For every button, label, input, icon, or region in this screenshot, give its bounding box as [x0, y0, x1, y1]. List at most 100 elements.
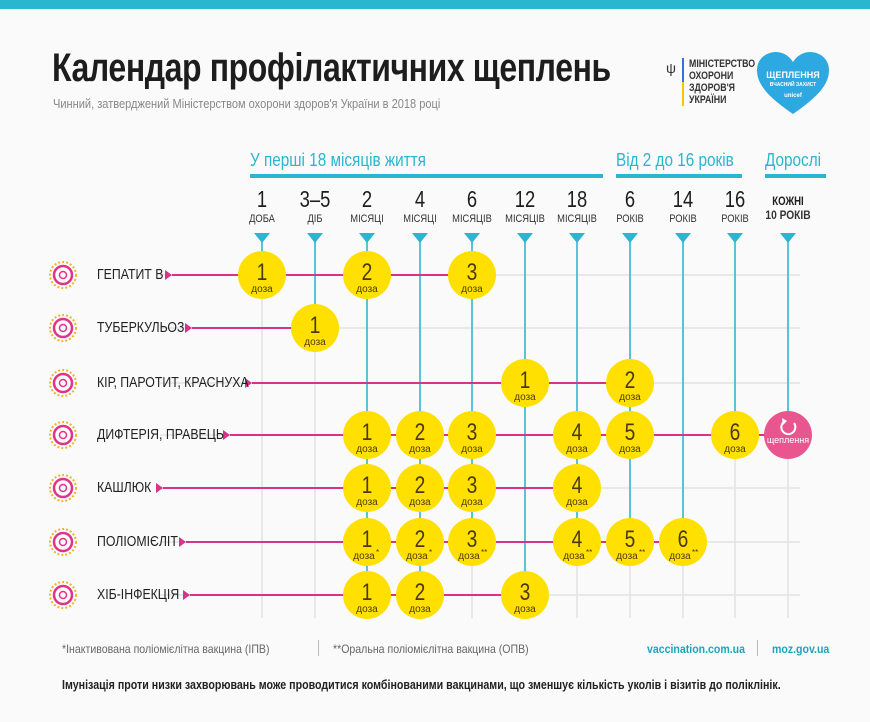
dose-word: доза [356, 604, 378, 615]
column-unit: МІСЯЦІ [350, 213, 384, 225]
column-header: 4 МІСЯЦІ [392, 186, 448, 225]
dose-footnote-mark: * [376, 548, 379, 557]
dose-circle [343, 518, 391, 566]
column-pointer-icon [780, 233, 796, 243]
dose-circle [343, 251, 391, 299]
dose-circle [553, 518, 601, 566]
ministry-logo-line: ОХОРОНИ [688, 70, 734, 82]
column-pointer-icon [359, 233, 375, 243]
page-title: Календар профілактичних щеплень [52, 46, 611, 90]
dose-word: доза [514, 392, 536, 403]
row-arrow-icon [156, 483, 163, 493]
dose-number: 5 [625, 418, 636, 446]
column-pointer-icon [412, 233, 428, 243]
footnote-ipv: *Інактивована поліомієлітна вакцина (ІПВ… [62, 642, 270, 656]
dose-number: 2 [415, 578, 426, 606]
dose-circle [606, 411, 654, 459]
dose-word: доза [563, 551, 585, 562]
column-age: 1 [256, 186, 268, 212]
dose-number: 2 [362, 258, 373, 286]
column-unit: МІСЯЦІВ [557, 213, 597, 225]
footnote-opv: **Оральна поліомієлітна вакцина (ОПВ) [333, 642, 529, 656]
ministry-logo: ψ МІНІСТЕРСТВО ОХОРОНИ ЗДОРОВ'Я УКРАЇНИ [666, 58, 772, 106]
column-header: 12 МІСЯЦІВ [497, 186, 553, 225]
dose-circle [448, 464, 496, 512]
dose-circle [659, 518, 707, 566]
dose-word: доза [304, 337, 326, 348]
dose-number: 1 [362, 418, 373, 446]
disease-label: ПОЛІОМІЄЛІТ [97, 533, 178, 550]
column-unit: РОКІВ [616, 213, 644, 225]
column-age: 6 [466, 186, 478, 212]
divider [318, 640, 319, 656]
heart-logo-icon [757, 52, 829, 114]
dose-word: доза [356, 284, 378, 295]
booster-label: щеплення [767, 435, 809, 445]
refresh-icon-arrow [782, 418, 787, 425]
dose-word: доза [619, 444, 641, 455]
column-pointer-icon [254, 233, 270, 243]
disease-label: ГЕПАТИТ В [97, 266, 164, 283]
dose-circle [606, 518, 654, 566]
dose-word: доза [461, 497, 483, 508]
dose-circle [396, 464, 444, 512]
dose-word: доза [356, 444, 378, 455]
dose-circle [238, 251, 286, 299]
group-first-18-months: У перші 18 місяців життя [250, 150, 426, 170]
dose-circle [448, 251, 496, 299]
dose-circle [291, 304, 339, 352]
column-age: КОЖНІ [772, 194, 804, 208]
column-unit: РОКІВ [669, 213, 697, 225]
column-pointer-icon [517, 233, 533, 243]
dose-number: 3 [467, 471, 478, 499]
dose-number: 1 [310, 311, 321, 339]
column-pointer-icon [622, 233, 638, 243]
dose-number: 3 [467, 258, 478, 286]
dose-word: доза [566, 497, 588, 508]
dose-number: 2 [625, 366, 636, 394]
dose-word: доза [461, 284, 483, 295]
ministry-logo-line: УКРАЇНИ [688, 94, 727, 106]
dose-word: доза [356, 497, 378, 508]
dose-word: доза [409, 444, 431, 455]
column-pointer-icon [464, 233, 480, 243]
link-moz[interactable]: moz.gov.ua [772, 642, 830, 656]
dose-number: 3 [467, 418, 478, 446]
column-unit: МІСЯЦІВ [505, 213, 545, 225]
dose-number: 4 [572, 471, 583, 499]
column-pointer-icon [727, 233, 743, 243]
link-vaccination[interactable]: vaccination.com.ua [647, 642, 746, 656]
row-arrow-icon [165, 270, 172, 280]
divider [757, 640, 758, 656]
column-pointer-icon [569, 233, 585, 243]
dose-number: 4 [572, 418, 583, 446]
column-header: 2 МІСЯЦІ [339, 186, 395, 225]
dose-word: доза [566, 444, 588, 455]
dose-number: 1 [362, 471, 373, 499]
dose-number: 2 [415, 471, 426, 499]
dose-number: 1 [257, 258, 268, 286]
dose-number: 5 [625, 525, 636, 553]
dose-circle [396, 411, 444, 459]
column-pointer-icon [307, 233, 323, 243]
dose-word: доза [619, 392, 641, 403]
dose-word: доза [409, 497, 431, 508]
dose-word: доза [353, 551, 375, 562]
dose-word: доза [616, 551, 638, 562]
column-age: 16 [724, 186, 746, 212]
column-unit: МІСЯЦІВ [452, 213, 492, 225]
column-unit: ДОБА [249, 213, 275, 225]
dose-footnote-mark: ** [481, 548, 487, 557]
column-unit: МІСЯЦІ [403, 213, 437, 225]
ministry-logo-line: ЗДОРОВ'Я [688, 82, 735, 94]
dose-circle [396, 571, 444, 619]
row-arrow-icon [183, 590, 190, 600]
dose-circle [501, 359, 549, 407]
column-header: 1 ДОБА [234, 186, 290, 225]
dose-number: 3 [520, 578, 531, 606]
dose-number: 1 [362, 578, 373, 606]
group-2-to-16-years: Від 2 до 16 років [616, 150, 734, 170]
dose-circle [343, 571, 391, 619]
disease-label: КАШЛЮК [97, 479, 152, 496]
